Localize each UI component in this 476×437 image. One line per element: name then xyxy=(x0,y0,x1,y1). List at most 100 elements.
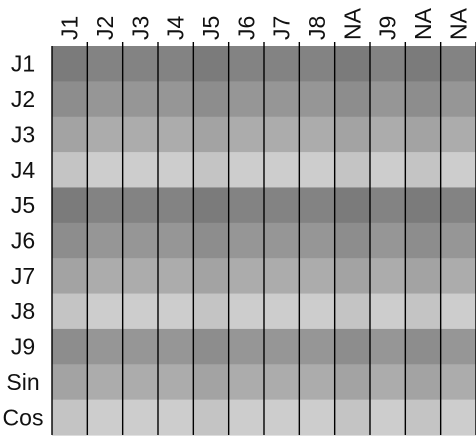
heatmap-cell-r2-c12 xyxy=(440,81,476,118)
heatmap-cell-r10-c9 xyxy=(334,364,371,401)
column-label-3: J3 xyxy=(127,16,153,40)
column-labels: J1 J2 J3 J4 J5 J6 J7 J8 NA J9 NA NA xyxy=(57,7,472,40)
heatmap-cell-r6-c1 xyxy=(52,222,88,259)
heatmap-cell-r7-c6 xyxy=(228,258,265,295)
heatmap-cell-r6-c5 xyxy=(193,222,230,259)
heatmap-cell-r4-c5 xyxy=(193,152,230,189)
heatmap-cell-r9-c7 xyxy=(264,328,300,365)
heatmap-cell-r5-c7 xyxy=(264,187,300,224)
heatmap-cell-r10-c2 xyxy=(87,364,124,401)
heatmap-cell-r9-c11 xyxy=(405,328,442,365)
heatmap-cell-r4-c6 xyxy=(228,152,265,189)
heatmap-cell-r10-c12 xyxy=(440,364,476,401)
row-label-10: Sin xyxy=(6,369,39,395)
heatmap-cell-r3-c9 xyxy=(334,116,371,153)
column-label-11: NA xyxy=(410,7,436,40)
heatmap-cell-r2-c4 xyxy=(158,81,194,118)
heatmap-cell-r1-c3 xyxy=(122,46,159,82)
heatmap-cell-r5-c1 xyxy=(52,187,88,224)
heatmap-cell-r8-c11 xyxy=(405,293,442,330)
heatmap-cell-r5-c9 xyxy=(334,187,371,224)
heatmap-cell-r1-c5 xyxy=(193,46,230,82)
heatmap-cell-r7-c10 xyxy=(370,258,406,295)
heatmap-cell-r6-c7 xyxy=(264,222,300,259)
heatmap-cell-r7-c8 xyxy=(299,258,336,295)
heatmap-cell-r5-c5 xyxy=(193,187,230,224)
heatmap-cell-r1-c6 xyxy=(228,46,265,82)
heatmap-cell-r5-c6 xyxy=(228,187,265,224)
heatmap-cell-r2-c7 xyxy=(264,81,300,118)
heatmap-cell-r8-c7 xyxy=(264,293,300,330)
heatmap-cell-r11-c8 xyxy=(299,399,336,436)
heatmap-cell-r1-c9 xyxy=(334,46,371,82)
heatmap-cell-r3-c7 xyxy=(264,116,300,153)
heatmap-cell-r9-c5 xyxy=(193,328,230,365)
heatmap-cell-r5-c11 xyxy=(405,187,442,224)
column-divider-lines xyxy=(51,42,476,435)
heatmap-cell-r10-c1 xyxy=(52,364,88,401)
row-label-8: J8 xyxy=(11,298,35,324)
row-label-5: J5 xyxy=(11,192,35,218)
heatmap-cell-r3-c6 xyxy=(228,116,265,153)
heatmap-cell-r9-c12 xyxy=(440,328,476,365)
heatmap-cell-r6-c2 xyxy=(87,222,124,259)
heatmap-cell-r6-c11 xyxy=(405,222,442,259)
heatmap-cell-r6-c10 xyxy=(370,222,406,259)
heatmap-cell-r9-c8 xyxy=(299,328,336,365)
heatmap-cell-r1-c4 xyxy=(158,46,194,82)
heatmap-cell-r5-c10 xyxy=(370,187,406,224)
heatmap-cell-r11-c2 xyxy=(87,399,124,436)
heatmap-cell-r4-c2 xyxy=(87,152,124,189)
column-label-2: J2 xyxy=(92,16,118,40)
heatmap-cell-r11-c12 xyxy=(440,399,476,436)
heatmap-cell-r4-c10 xyxy=(370,152,406,189)
heatmap-cell-r3-c5 xyxy=(193,116,230,153)
column-label-8: J8 xyxy=(304,16,330,40)
heatmap-cell-r6-c9 xyxy=(334,222,371,259)
column-label-1: J1 xyxy=(57,16,83,40)
heatmap-cell-r2-c3 xyxy=(122,81,159,118)
column-label-6: J6 xyxy=(233,16,259,40)
heatmap-cell-r8-c1 xyxy=(52,293,88,330)
heatmap-cell-r11-c5 xyxy=(193,399,230,436)
row-label-1: J1 xyxy=(11,51,35,77)
heatmap-cell-r11-c7 xyxy=(264,399,300,436)
heatmap-cell-r11-c4 xyxy=(158,399,194,436)
heatmap-cell-r8-c6 xyxy=(228,293,265,330)
heatmap-cell-r4-c3 xyxy=(122,152,159,189)
heatmap-cell-r2-c10 xyxy=(370,81,406,118)
heatmap-cell-r11-c10 xyxy=(370,399,406,436)
heatmap-cell-r3-c12 xyxy=(440,116,476,153)
heatmap-cell-r7-c2 xyxy=(87,258,124,295)
heatmap-cell-r2-c6 xyxy=(228,81,265,118)
heatmap-cell-r6-c12 xyxy=(440,222,476,259)
heatmap-cell-r9-c10 xyxy=(370,328,406,365)
heatmap-cell-r6-c4 xyxy=(158,222,194,259)
heatmap-cell-r8-c4 xyxy=(158,293,194,330)
column-label-9: NA xyxy=(339,7,365,40)
heatmap-cell-r8-c12 xyxy=(440,293,476,330)
heatmap-cell-r9-c4 xyxy=(158,328,194,365)
heatmap-cell-r1-c12 xyxy=(440,46,476,82)
heatmap-cell-r10-c8 xyxy=(299,364,336,401)
heatmap-cell-r8-c2 xyxy=(87,293,124,330)
column-label-10: J9 xyxy=(375,16,401,40)
heatmap-cell-r7-c11 xyxy=(405,258,442,295)
heatmap-cell-r7-c4 xyxy=(158,258,194,295)
heatmap-cell-r6-c3 xyxy=(122,222,159,259)
heatmap-cell-r5-c3 xyxy=(122,187,159,224)
column-label-12: NA xyxy=(445,7,471,40)
heatmap-cell-r3-c11 xyxy=(405,116,442,153)
heatmap-cell-r4-c4 xyxy=(158,152,194,189)
heatmap-cell-r10-c6 xyxy=(228,364,265,401)
heatmap-cell-r11-c9 xyxy=(334,399,371,436)
heatmap-cell-r8-c10 xyxy=(370,293,406,330)
heatmap-cell-r7-c7 xyxy=(264,258,300,295)
heatmap-cell-r3-c10 xyxy=(370,116,406,153)
heatmap-cell-r5-c2 xyxy=(87,187,124,224)
heatmap-cell-r10-c11 xyxy=(405,364,442,401)
heatmap-cell-r5-c12 xyxy=(440,187,476,224)
heatmap-cell-r10-c7 xyxy=(264,364,300,401)
heatmap-cell-r7-c12 xyxy=(440,258,476,295)
